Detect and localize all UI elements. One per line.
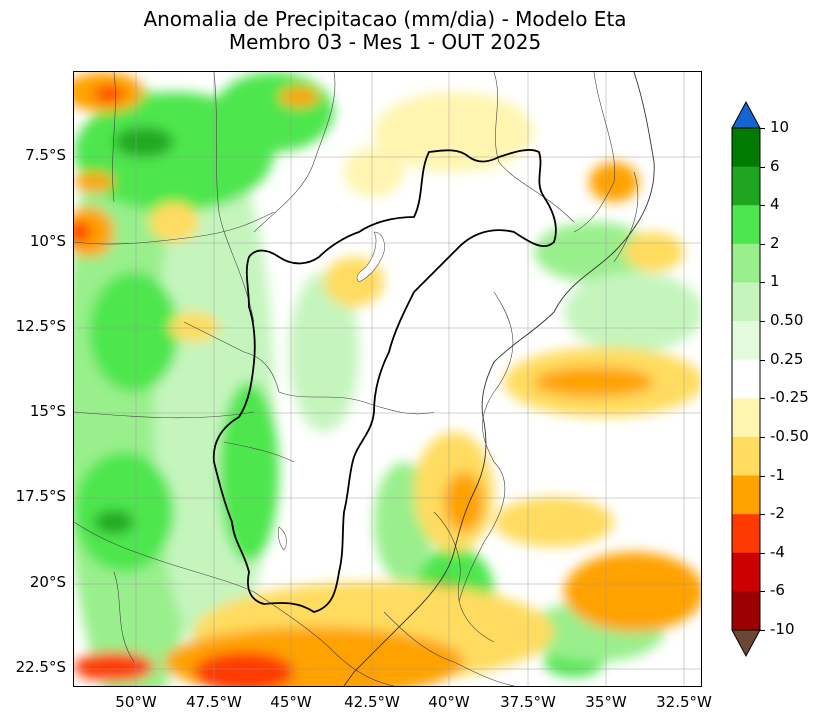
field-ne-green — [534, 222, 654, 282]
coastline — [343, 72, 655, 686]
colorbar-segment — [732, 552, 760, 592]
colorbar-segment — [732, 359, 760, 399]
x-label-32.5W: 32.5°W — [656, 693, 712, 711]
anomaly-fields — [74, 72, 701, 686]
colorbar-tick — [760, 436, 765, 438]
colorbar-tick — [760, 128, 765, 129]
field-nw-dark — [114, 127, 174, 157]
field-mid-east-yellow — [494, 497, 614, 547]
region-boundary — [212, 149, 557, 613]
colorbar-segment — [732, 166, 760, 206]
colorbar-segment — [732, 436, 760, 477]
colorbar-segment — [732, 514, 760, 554]
colorbar-label: -0.50 — [770, 426, 809, 445]
colorbar-tick — [760, 359, 765, 361]
colorbar-tick — [760, 475, 765, 477]
field-east-orange — [534, 367, 654, 397]
x-label-47.5W: 47.5°W — [186, 693, 242, 711]
colorbar-label: 0.50 — [770, 311, 804, 330]
field-center-pale — [289, 272, 359, 432]
y-label-12.5S: 12.5°S — [15, 317, 66, 335]
field-spot-yellow-3 — [344, 147, 404, 197]
colorbar-tick — [760, 630, 765, 631]
colorbar-label: 0.25 — [770, 349, 804, 368]
chart-title: Anomalia de Precipitacao (mm/dia) - Mode… — [0, 8, 770, 54]
colorbar-segment — [732, 282, 760, 322]
colorbar-tick — [760, 591, 765, 593]
colorbar-label: -2 — [770, 504, 785, 523]
colorbar-segment — [732, 321, 760, 361]
field-upper-orange — [279, 87, 319, 107]
x-label-50W: 50°W — [115, 693, 157, 711]
x-label-40W: 40°W — [428, 693, 470, 711]
x-label-35W: 35°W — [585, 693, 627, 711]
field-w-red — [74, 222, 91, 242]
y-label-7.5S: 7.5°S — [25, 146, 66, 164]
colorbar-tick — [760, 166, 765, 168]
field-sw-orange — [74, 172, 114, 192]
field-center-green — [219, 382, 279, 562]
reservoir — [356, 231, 385, 283]
title-line-1: Anomalia de Precipitacao (mm/dia) - Mode… — [143, 7, 627, 31]
y-label-15S: 15°S — [29, 402, 66, 420]
colorbar-tick — [760, 321, 765, 323]
title-line-2: Membro 03 - Mes 1 - OUT 2025 — [228, 30, 542, 54]
colorbar-label: 4 — [770, 195, 780, 214]
y-label-22.5S: 22.5°S — [15, 658, 66, 676]
field-center-orange — [444, 472, 484, 532]
field-south-red-2 — [74, 652, 154, 682]
colorbar-label: -1 — [770, 465, 785, 484]
colorbar-segment — [732, 398, 760, 438]
colorbar-tick — [760, 552, 765, 554]
colorbar — [731, 100, 761, 658]
x-label-42.5W: 42.5°W — [344, 693, 400, 711]
reservoir-2 — [278, 526, 287, 551]
precipitation-anomaly-map — [73, 71, 702, 687]
field-nw-red — [94, 86, 124, 102]
colorbar-segment — [732, 591, 760, 631]
colorbar-label: -0.25 — [770, 388, 809, 407]
colorbar-tick — [760, 398, 765, 400]
colorbar-tick — [760, 514, 765, 516]
x-label-45W: 45°W — [270, 693, 312, 711]
colorbar-label: -10 — [770, 620, 795, 638]
field-ne-pale — [564, 272, 701, 352]
colorbar-label: 2 — [770, 233, 780, 252]
map-svg — [74, 72, 701, 686]
colorbar-segment — [732, 205, 760, 245]
field-w-orange — [74, 207, 114, 257]
colorbar-label: 1 — [770, 272, 780, 291]
field-west-green-mid — [89, 272, 179, 392]
y-label-17.5S: 17.5°S — [15, 487, 66, 505]
colorbar-segment — [732, 475, 760, 515]
colorbar-tick — [760, 243, 765, 245]
colorbar-label: 6 — [770, 156, 780, 175]
graticule — [74, 72, 701, 686]
field-west-dark-low — [94, 510, 134, 534]
colorbar-tick — [760, 282, 765, 284]
x-label-37.5W: 37.5°W — [500, 693, 556, 711]
colorbar-tick — [760, 205, 765, 207]
colorbar-border — [731, 127, 761, 631]
colorbar-label: -6 — [770, 581, 785, 600]
colorbar-segment — [732, 243, 760, 283]
colorbar-segments — [732, 128, 760, 631]
field-upper-yellow — [149, 202, 199, 242]
field-ne-yellow — [374, 92, 534, 172]
y-label-20S: 20°S — [29, 573, 66, 591]
field-se-orange — [564, 552, 701, 632]
colorbar-over-arrow — [731, 100, 761, 129]
field-south-red — [194, 652, 294, 686]
field-nw-green-2 — [214, 72, 334, 152]
y-label-10S: 10°S — [29, 232, 66, 250]
colorbar-label: -4 — [770, 542, 785, 561]
state-borders — [74, 72, 639, 686]
field-spot-yellow-2 — [624, 232, 684, 272]
colorbar-segment — [732, 128, 760, 168]
colorbar-label: 10 — [770, 118, 790, 136]
colorbar-under-arrow — [731, 629, 761, 658]
